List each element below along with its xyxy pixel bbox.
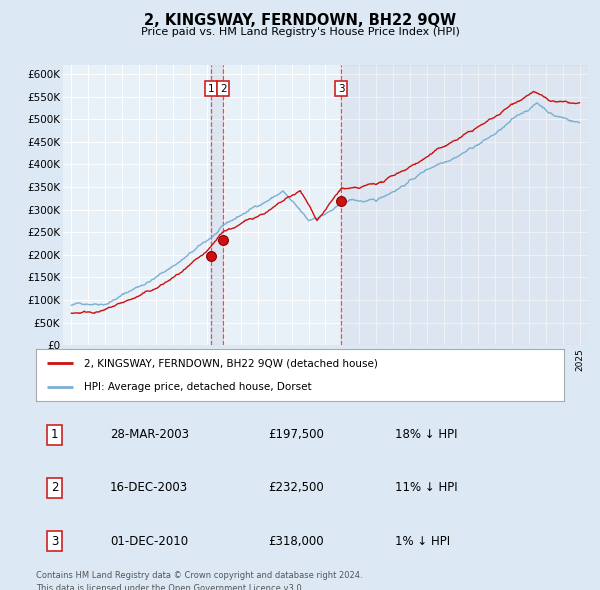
Text: £232,500: £232,500 xyxy=(268,481,324,494)
Text: 1% ↓ HPI: 1% ↓ HPI xyxy=(395,535,450,548)
Point xyxy=(218,235,228,245)
Text: 3: 3 xyxy=(51,535,58,548)
Text: 2: 2 xyxy=(51,481,58,494)
Text: 18% ↓ HPI: 18% ↓ HPI xyxy=(395,428,458,441)
Text: 3: 3 xyxy=(338,84,344,94)
Text: HPI: Average price, detached house, Dorset: HPI: Average price, detached house, Dors… xyxy=(83,382,311,392)
Text: 2, KINGSWAY, FERNDOWN, BH22 9QW (detached house): 2, KINGSWAY, FERNDOWN, BH22 9QW (detache… xyxy=(83,358,377,368)
Text: 2, KINGSWAY, FERNDOWN, BH22 9QW: 2, KINGSWAY, FERNDOWN, BH22 9QW xyxy=(144,13,456,28)
Text: 11% ↓ HPI: 11% ↓ HPI xyxy=(395,481,458,494)
Point xyxy=(206,251,216,261)
Text: £318,000: £318,000 xyxy=(268,535,324,548)
Bar xyxy=(211,65,223,345)
Text: 1: 1 xyxy=(208,84,214,94)
Point xyxy=(336,196,346,206)
Text: Price paid vs. HM Land Registry's House Price Index (HPI): Price paid vs. HM Land Registry's House … xyxy=(140,27,460,37)
Text: £197,500: £197,500 xyxy=(268,428,324,441)
Text: 28-MAR-2003: 28-MAR-2003 xyxy=(110,428,189,441)
Text: 16-DEC-2003: 16-DEC-2003 xyxy=(110,481,188,494)
Text: Contains HM Land Registry data © Crown copyright and database right 2024.
This d: Contains HM Land Registry data © Crown c… xyxy=(36,571,362,590)
Text: 2: 2 xyxy=(220,84,227,94)
Text: 01-DEC-2010: 01-DEC-2010 xyxy=(110,535,188,548)
Text: 1: 1 xyxy=(51,428,58,441)
Bar xyxy=(341,65,588,345)
